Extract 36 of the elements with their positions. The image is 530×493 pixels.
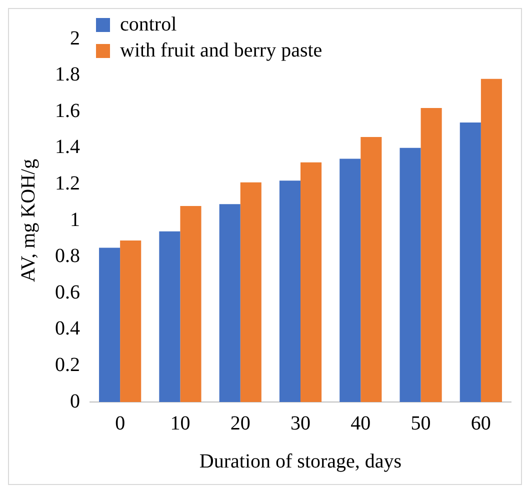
bar: [180, 206, 202, 402]
bar: [219, 204, 240, 402]
y-tick-label: 1.4: [55, 136, 80, 158]
bar: [300, 162, 322, 402]
bar: [99, 248, 120, 402]
y-tick-label: 1: [70, 208, 80, 231]
y-tick-label: 0.6: [55, 281, 80, 304]
x-tick-label: 60: [470, 412, 491, 434]
bar: [400, 148, 421, 402]
bar: [279, 180, 300, 402]
y-tick-label: 1.2: [55, 172, 80, 194]
bar: [420, 108, 442, 402]
legend-label: with fruit and berry paste: [120, 39, 322, 62]
bar: [460, 122, 481, 402]
x-tick-label: 40: [350, 412, 371, 434]
legend-label: control: [120, 13, 178, 36]
y-tick-label: 0.4: [55, 318, 80, 340]
y-tick-label: 0.2: [55, 354, 80, 376]
y-tick-label: 1.8: [55, 64, 80, 86]
bar: [340, 158, 361, 402]
y-tick-label: 0.8: [55, 245, 80, 268]
x-axis-title: Duration of storage, days: [199, 450, 402, 472]
bar: [360, 137, 382, 402]
x-tick-label: 30: [290, 412, 310, 434]
x-tick-label: 50: [410, 412, 431, 434]
y-tick-label: 1.6: [55, 100, 80, 122]
bar: [120, 240, 142, 402]
x-tick-label: 0: [115, 412, 126, 434]
bar: [480, 78, 502, 402]
bar: [159, 231, 180, 402]
x-tick-label: 20: [230, 412, 250, 434]
bar: [240, 182, 262, 402]
y-tick-label: 0: [70, 390, 80, 412]
y-axis-title: AV, mg KOH/g: [17, 158, 40, 282]
x-tick-label: 10: [170, 412, 190, 434]
y-tick-label: 2: [70, 27, 80, 50]
